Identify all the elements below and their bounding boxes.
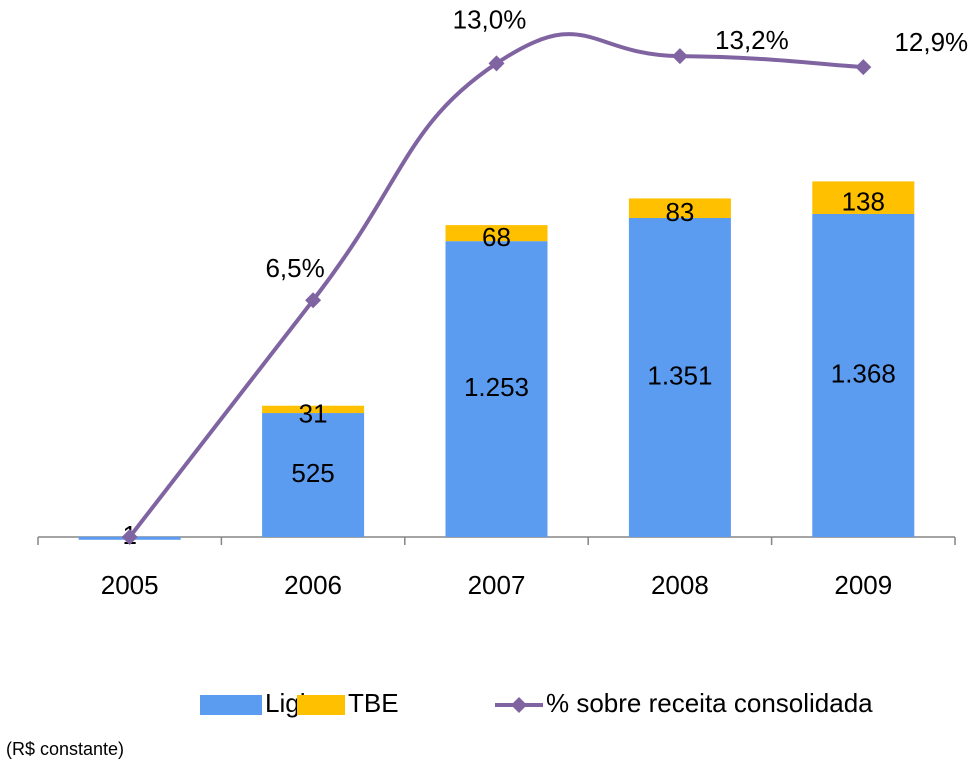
x-tick-label: 2005 (101, 570, 159, 600)
x-tick-label: 2009 (834, 570, 892, 600)
data-label: 31 (299, 398, 328, 428)
x-tick-label: 2007 (468, 570, 526, 600)
marker (671, 48, 688, 65)
marker (305, 292, 322, 309)
data-label: 6,5% (265, 253, 324, 283)
data-label: 1.368 (831, 358, 896, 388)
data-label: 13,2% (715, 25, 789, 55)
bar (812, 181, 915, 214)
legend-label: % sobre receita consolidada (546, 688, 873, 718)
marker (488, 55, 505, 72)
bar (628, 218, 731, 537)
marker (121, 529, 138, 545)
data-label: 83 (665, 197, 694, 227)
legend-label: TBE (348, 688, 399, 718)
bar (628, 198, 731, 219)
legend-marker (511, 697, 527, 713)
bar (445, 225, 548, 242)
line (128, 32, 864, 539)
data-label: 1.351 (647, 360, 712, 390)
data-label: 138 (842, 187, 885, 217)
x-tick-label: 2006 (284, 570, 342, 600)
bar (262, 413, 365, 537)
legend-swatch (200, 695, 262, 715)
data-label: 68 (482, 222, 511, 252)
data-label: 1.253 (464, 372, 529, 402)
bar (445, 241, 548, 537)
legend-swatch (297, 695, 345, 715)
data-label: 13,0% (453, 4, 527, 34)
bar (262, 405, 365, 414)
x-tick-label: 2008 (651, 570, 709, 600)
bar (812, 214, 915, 537)
note: (R$ constante) (6, 739, 124, 759)
marker (855, 59, 872, 76)
data-label: 12,9% (894, 27, 968, 57)
data-label: 525 (291, 458, 334, 488)
